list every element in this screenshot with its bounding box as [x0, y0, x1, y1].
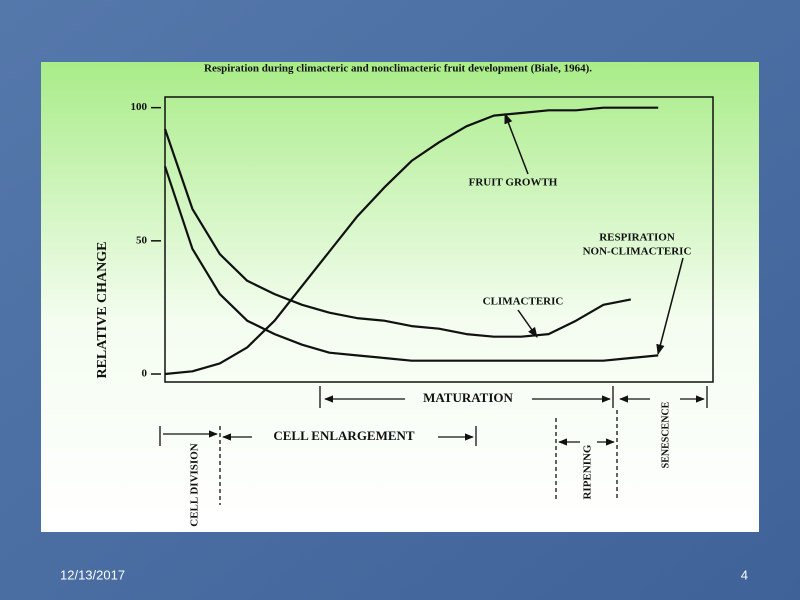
- phase-label: CELL DIVISION: [189, 443, 201, 527]
- y-tick-label: 50: [136, 234, 148, 246]
- annotation: RESPIRATION: [599, 232, 675, 244]
- phase-markers: [159, 386, 708, 505]
- y-tick-label: 100: [131, 101, 148, 113]
- line: [163, 165, 659, 362]
- series-label: CLIMACTERIC: [483, 296, 564, 308]
- phase-label: RIPENING: [582, 444, 594, 499]
- phase-label: SENESCENCE: [660, 401, 671, 468]
- phase-label: CELL ENLARGEMENT: [273, 428, 415, 443]
- y-axis-label: RELATIVE CHANGE: [95, 241, 110, 378]
- arrow: [656, 257, 684, 356]
- y-tick-label: 0: [142, 368, 148, 380]
- series-label: FRUIT GROWTH: [469, 177, 558, 189]
- line: [164, 106, 659, 376]
- page-number: 4: [741, 567, 748, 582]
- date: 12/13/2017: [60, 567, 125, 582]
- chart-title: Respiration during climacteric and noncl…: [204, 63, 592, 75]
- plot-frame: [164, 96, 714, 383]
- series-label: NON-CLIMACTERIC: [583, 246, 692, 258]
- figure: [41, 62, 759, 532]
- phase-label: MATURATION: [423, 390, 513, 405]
- arrow: [517, 309, 538, 338]
- line: [163, 128, 632, 338]
- arrow: [504, 113, 529, 175]
